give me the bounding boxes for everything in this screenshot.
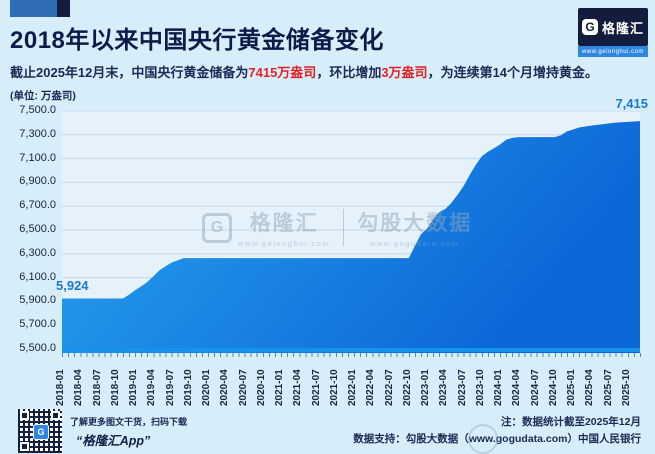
- subtitle-highlight-change: 3万盎司: [381, 65, 428, 80]
- x-tick-label: 2022-04: [365, 369, 377, 406]
- watermark-brand-name: 格隆汇: [249, 212, 319, 235]
- data-cutoff-note: 注：数据统计截至2025年12月: [500, 416, 641, 428]
- x-tick-label: 2019-10: [182, 369, 194, 406]
- x-tick-label: 2023-04: [438, 369, 450, 406]
- subtitle-text: 截止2025年12月末，中国央行黄金储备为: [10, 65, 249, 80]
- x-tick-label: 2025-10: [620, 369, 632, 406]
- app-name-caption: “格隆汇App”: [76, 434, 151, 448]
- watermark-product-block: 勾股大数据 www.gogudata.com: [357, 207, 472, 248]
- y-tick-label: 6,100.0: [19, 270, 56, 283]
- x-tick-label: 2023-07: [456, 369, 468, 406]
- x-tick-label: 2018-10: [109, 369, 121, 406]
- qr-code: G: [18, 409, 62, 453]
- y-tick-label: 7,300.0: [19, 127, 56, 140]
- subtitle-highlight-reserve: 7415万盎司: [248, 65, 317, 80]
- x-tick-label: 2018-07: [91, 369, 103, 406]
- watermark-brand-url: www.gelonghui.com: [238, 239, 331, 248]
- watermark-divider: [343, 209, 345, 246]
- x-tick-label: 2023-01: [420, 369, 432, 406]
- y-tick-label: 7,100.0: [19, 151, 56, 164]
- first-point-label: 5,924: [56, 278, 89, 293]
- x-tick-label: 2019-07: [164, 369, 176, 406]
- y-tick-label: 7,500.0: [19, 104, 56, 116]
- x-tick-label: 2021-07: [310, 369, 322, 406]
- x-tick-label: 2019-01: [128, 369, 139, 406]
- x-tick-label: 2024-07: [529, 369, 541, 406]
- x-tick-label: 2025-01: [566, 369, 578, 406]
- gelonghui-logo-url: www.gelonghui.com: [578, 46, 648, 57]
- x-axis-tick-marks: [62, 353, 641, 357]
- decorative-navy-square: [57, 0, 70, 17]
- x-tick-label: 2021-10: [328, 369, 340, 406]
- axis-unit-label: (单位: 万盎司): [10, 90, 76, 102]
- center-watermark: G 格隆汇 www.gelonghui.com 勾股大数据 www.goguda…: [202, 207, 472, 248]
- y-tick-label: 6,900.0: [19, 175, 56, 188]
- qr-caption: 了解更多图文干货，扫码下载: [70, 417, 188, 427]
- y-tick-label: 5,500.0: [19, 342, 56, 354]
- area-chart-plot: [62, 110, 640, 354]
- x-tick-label: 2021-01: [274, 369, 286, 406]
- x-tick-label: 2024-04: [511, 369, 523, 406]
- x-tick-label: 2020-07: [237, 369, 249, 406]
- x-tick-label: 2024-01: [493, 369, 505, 406]
- x-axis-line: [62, 348, 640, 352]
- x-tick-label: 2018-04: [73, 369, 85, 406]
- subtitle-text: ，环比增加: [316, 65, 382, 80]
- x-tick-label: 2018-01: [55, 369, 66, 406]
- gelonghui-g-icon: G: [581, 19, 598, 35]
- subtitle-text: ，为连续第14个月增持黄金。: [427, 65, 599, 80]
- x-tick-label: 2025-04: [584, 369, 596, 406]
- gelonghui-logo-name: 格隆汇: [601, 20, 644, 36]
- y-tick-label: 5,900.0: [19, 294, 56, 307]
- qr-finder-icon: [20, 442, 29, 451]
- ghost-stamp-watermark: [468, 424, 498, 454]
- x-tick-label: 2023-10: [474, 369, 486, 406]
- x-tick-label: 2024-10: [547, 369, 559, 406]
- qr-finder-icon: [20, 411, 29, 420]
- x-tick-label: 2022-07: [383, 369, 395, 406]
- gold-reserves-area-chart: [62, 110, 640, 354]
- qr-center-g-icon: G: [33, 424, 49, 440]
- watermark-product-name: 勾股大数据: [357, 212, 473, 235]
- watermark-product-url: www.gogudata.com: [369, 239, 460, 248]
- y-tick-label: 5,700.0: [19, 318, 56, 331]
- page-title: 2018年以来中国央行黄金储备变化: [10, 27, 384, 54]
- last-point-label: 7,415: [615, 96, 648, 111]
- x-tick-label: 2022-10: [401, 369, 413, 406]
- x-tick-label: 2021-04: [292, 369, 304, 406]
- x-tick-label: 2019-04: [146, 369, 158, 406]
- y-tick-label: 6,500.0: [19, 223, 56, 235]
- qr-finder-icon: [51, 411, 60, 420]
- gelonghui-logo: G 格隆汇: [578, 8, 648, 46]
- area-series-gold-reserves: [62, 121, 640, 354]
- chart-subtitle: 截止2025年12月末，中国央行黄金储备为7415万盎司，环比增加3万盎司，为连…: [10, 62, 645, 81]
- x-tick-label: 2022-01: [347, 369, 359, 406]
- watermark-g-icon: G: [202, 212, 232, 243]
- x-tick-label: 2025-07: [602, 369, 614, 406]
- y-tick-label: 6,300.0: [19, 246, 56, 259]
- x-tick-label: 2020-01: [201, 369, 213, 406]
- x-tick-label: 2020-04: [219, 369, 231, 406]
- decorative-blue-square: [10, 0, 57, 17]
- y-tick-label: 6,700.0: [19, 199, 56, 212]
- watermark-brand-block: G 格隆汇 www.gelonghui.com: [202, 207, 330, 248]
- x-tick-label: 2020-10: [255, 369, 267, 406]
